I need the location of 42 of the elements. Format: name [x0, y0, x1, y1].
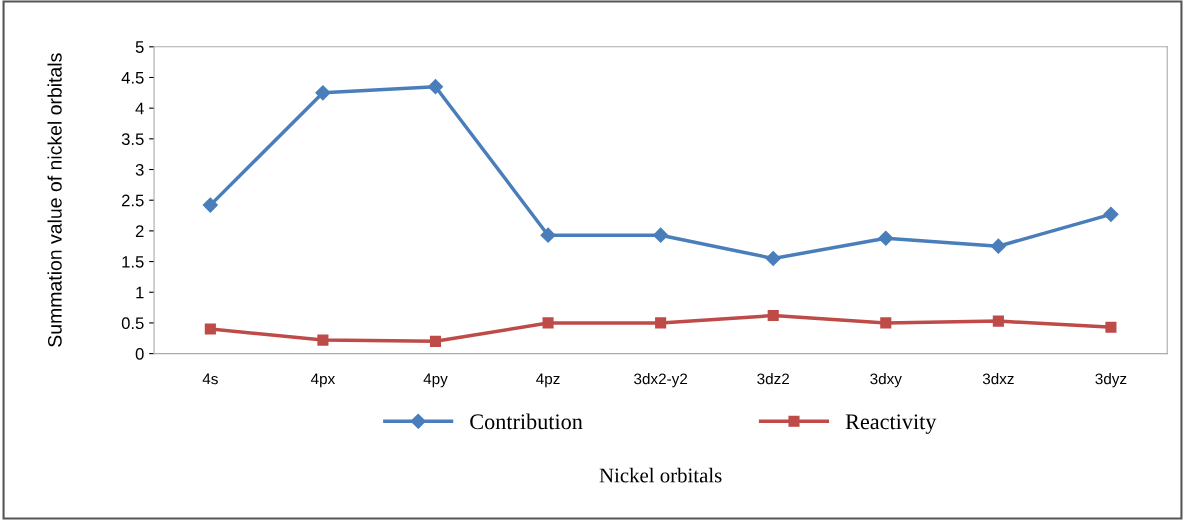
- point: [992, 315, 1004, 327]
- point: [540, 227, 556, 243]
- y-tick-label: 4.5: [121, 72, 144, 84]
- y-axis-title: Summation value of nickel orbitals: [47, 53, 62, 347]
- y-tick-label: 3.5: [121, 133, 144, 146]
- point: [878, 230, 894, 246]
- x-tick-label: 4pz: [536, 373, 560, 388]
- point: [202, 197, 218, 213]
- legend-label: Contribution: [470, 413, 583, 430]
- x-tick-label: 4py: [423, 373, 448, 388]
- point: [429, 335, 442, 347]
- y-tick-label: 0: [135, 348, 144, 360]
- x-tick-label: 3dz2: [757, 373, 790, 385]
- point: [204, 323, 216, 335]
- point: [542, 317, 554, 329]
- point: [427, 79, 444, 95]
- y-tick-label: 2: [135, 225, 144, 237]
- point: [317, 334, 329, 346]
- x-axis-title: Nickel orbitals: [599, 467, 722, 483]
- legend-label: Reactivity: [845, 414, 937, 434]
- point: [655, 317, 667, 329]
- x-tick-label: 4px: [310, 373, 336, 388]
- point: [653, 227, 669, 243]
- point: [880, 317, 892, 329]
- y-tick-label: 4: [135, 102, 144, 115]
- point: [990, 238, 1006, 254]
- point: [767, 310, 779, 322]
- point: [1103, 206, 1119, 222]
- y-tick-label: 2.5: [122, 194, 144, 207]
- y-tick-label: 5: [135, 41, 144, 53]
- point: [765, 250, 781, 267]
- y-tick-label: 1: [136, 286, 144, 299]
- point: [1105, 321, 1117, 333]
- x-tick-label: 3dxy: [870, 373, 902, 388]
- x-tick-label: 3dxz: [982, 373, 1014, 385]
- x-tick-label: 3dyz: [1095, 373, 1127, 388]
- x-tick-label: 4s: [202, 373, 218, 385]
- y-tick-label: 1.5: [122, 256, 144, 268]
- x-tick-label: 3dx2-y2: [634, 373, 688, 388]
- y-tick-label: 3: [135, 163, 144, 176]
- point: [315, 85, 331, 101]
- y-tick-label: 0.5: [121, 317, 144, 330]
